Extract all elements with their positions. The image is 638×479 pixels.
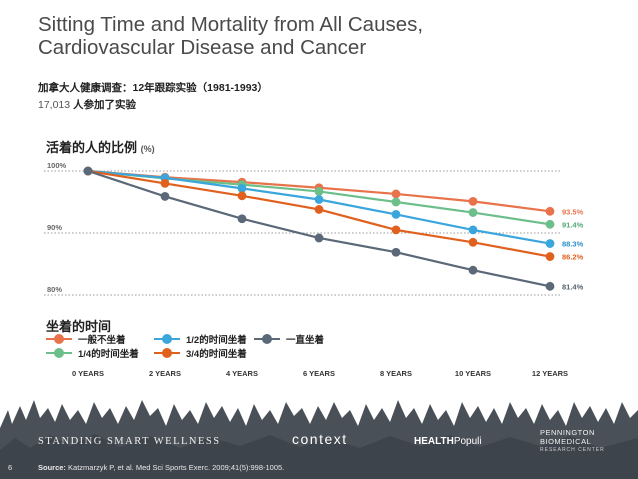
data-point xyxy=(237,191,247,201)
data-point xyxy=(314,233,324,243)
y-tick-label: 100% xyxy=(47,161,67,170)
data-point xyxy=(391,247,401,257)
y-tick-label: 80% xyxy=(47,285,62,294)
data-point xyxy=(160,192,170,201)
data-point xyxy=(83,166,93,176)
grunge-footer-band xyxy=(0,400,638,479)
participants-line: 17,013 人参加了实验 xyxy=(38,97,136,112)
slide-title: Sitting Time and Mortality from All Caus… xyxy=(38,13,618,59)
data-point xyxy=(468,237,478,247)
data-point xyxy=(468,208,478,217)
chart-legend: 一般不坐着 1/4的时间坐着 1/2的时间坐着 3/4的时间坐着 一直坐着 xyxy=(46,330,366,360)
title-line-1: Sitting Time and Mortality from All Caus… xyxy=(38,13,424,36)
data-point xyxy=(391,197,401,207)
pennington-line-3: RESEARCH CENTER xyxy=(540,447,605,453)
x-tick-label: 6 YEARS xyxy=(303,369,335,378)
legend-marker xyxy=(254,333,280,345)
pennington-line-2: BIOMEDICAL xyxy=(540,437,592,446)
healthpopuli-logo-bold: HEALTH xyxy=(414,436,454,447)
y-axis-label: 活着的人的比例 (%) xyxy=(46,137,155,156)
legend-marker xyxy=(154,333,180,345)
legend-dot xyxy=(54,334,64,344)
legend-marker xyxy=(154,347,180,359)
data-point xyxy=(545,219,555,229)
data-point xyxy=(468,225,478,235)
end-value-label: 93.5% xyxy=(562,207,584,216)
source-citation: Source: Katzmarzyk P, et al. Med Sci Spo… xyxy=(38,463,284,472)
data-point xyxy=(391,210,401,219)
legend-marker xyxy=(46,347,72,359)
legend-dot xyxy=(262,334,272,344)
legend-dot xyxy=(54,348,64,358)
page-number: 6 xyxy=(8,463,13,472)
data-point xyxy=(545,239,555,248)
data-point xyxy=(468,196,478,206)
end-value-label: 86.2% xyxy=(562,253,584,262)
source-text: Katzmarzyk P, et al. Med Sci Sports Exer… xyxy=(68,463,285,472)
data-point xyxy=(237,214,247,224)
legend-item: 一般不坐着 xyxy=(46,332,126,346)
end-value-label: 88.3% xyxy=(562,240,584,249)
x-tick-label: 10 YEARS xyxy=(455,369,491,378)
end-value-label: 81.4% xyxy=(562,282,584,291)
y-axis-unit: (%) xyxy=(140,144,155,154)
healthpopuli-logo-rest: Populi xyxy=(453,436,482,447)
title-line-2: Cardiovascular Disease and Cancer xyxy=(38,36,367,59)
survival-line-chart: 100% 90% 80% 0 YEARS 2 YEARS 4 YEARS 6 YEARS 8 … xyxy=(44,161,584,378)
data-point xyxy=(314,195,324,204)
data-point xyxy=(237,183,247,193)
data-point xyxy=(468,265,478,275)
legend-label: 一直坐着 xyxy=(286,335,325,346)
legend-label: 一般不坐着 xyxy=(78,335,126,346)
y-axis-title: 活着的人的比例 xyxy=(46,140,138,155)
healthpopuli-logo: HEALTHPopuli xyxy=(414,436,482,447)
x-tick-label: 12 YEARS xyxy=(532,369,568,378)
x-tick-label: 4 YEARS xyxy=(226,369,258,378)
x-tick-label: 8 YEARS xyxy=(380,369,412,378)
y-tick-label: 90% xyxy=(47,223,62,232)
legend-label: 3/4的时间坐着 xyxy=(186,349,247,360)
context-logo: context xyxy=(292,431,348,447)
data-point xyxy=(391,189,401,199)
source-label: Source: xyxy=(38,463,66,472)
data-point xyxy=(160,179,170,188)
x-tick-label: 0 YEARS xyxy=(72,369,104,378)
legend-title: 坐着的时间 xyxy=(46,319,112,334)
legend-label: 1/4的时间坐着 xyxy=(78,349,139,360)
legend-item: 1/2的时间坐着 xyxy=(154,332,247,346)
legend-item: 一直坐着 xyxy=(254,332,324,346)
legend-item: 3/4的时间坐着 xyxy=(154,346,247,360)
pennington-logo: PENNINGTON BIOMEDICAL RESEARCH CENTER xyxy=(540,428,620,455)
pennington-line-1: PENNINGTON xyxy=(540,428,595,437)
participants-count: 17,013 xyxy=(38,99,71,111)
legend-item: 1/4的时间坐着 xyxy=(46,346,139,360)
data-point xyxy=(545,206,555,216)
end-value-label: 91.4% xyxy=(562,220,584,229)
standing-smart-logo: STANDING SMART WELLNESS xyxy=(38,436,221,447)
study-subtitle: 加拿大人健康调查：12年跟踪实验（1981-1993） xyxy=(38,82,268,94)
data-point xyxy=(391,225,401,235)
legend-label: 1/2的时间坐着 xyxy=(186,335,247,346)
legend-dot xyxy=(162,348,172,358)
data-point xyxy=(545,252,555,261)
data-point xyxy=(314,187,324,196)
legend-dot xyxy=(162,334,172,344)
data-point xyxy=(545,281,555,291)
participants-text: 人参加了实验 xyxy=(73,99,137,111)
data-point xyxy=(314,205,324,214)
x-tick-label: 2 YEARS xyxy=(149,369,181,378)
legend-marker xyxy=(46,333,72,345)
